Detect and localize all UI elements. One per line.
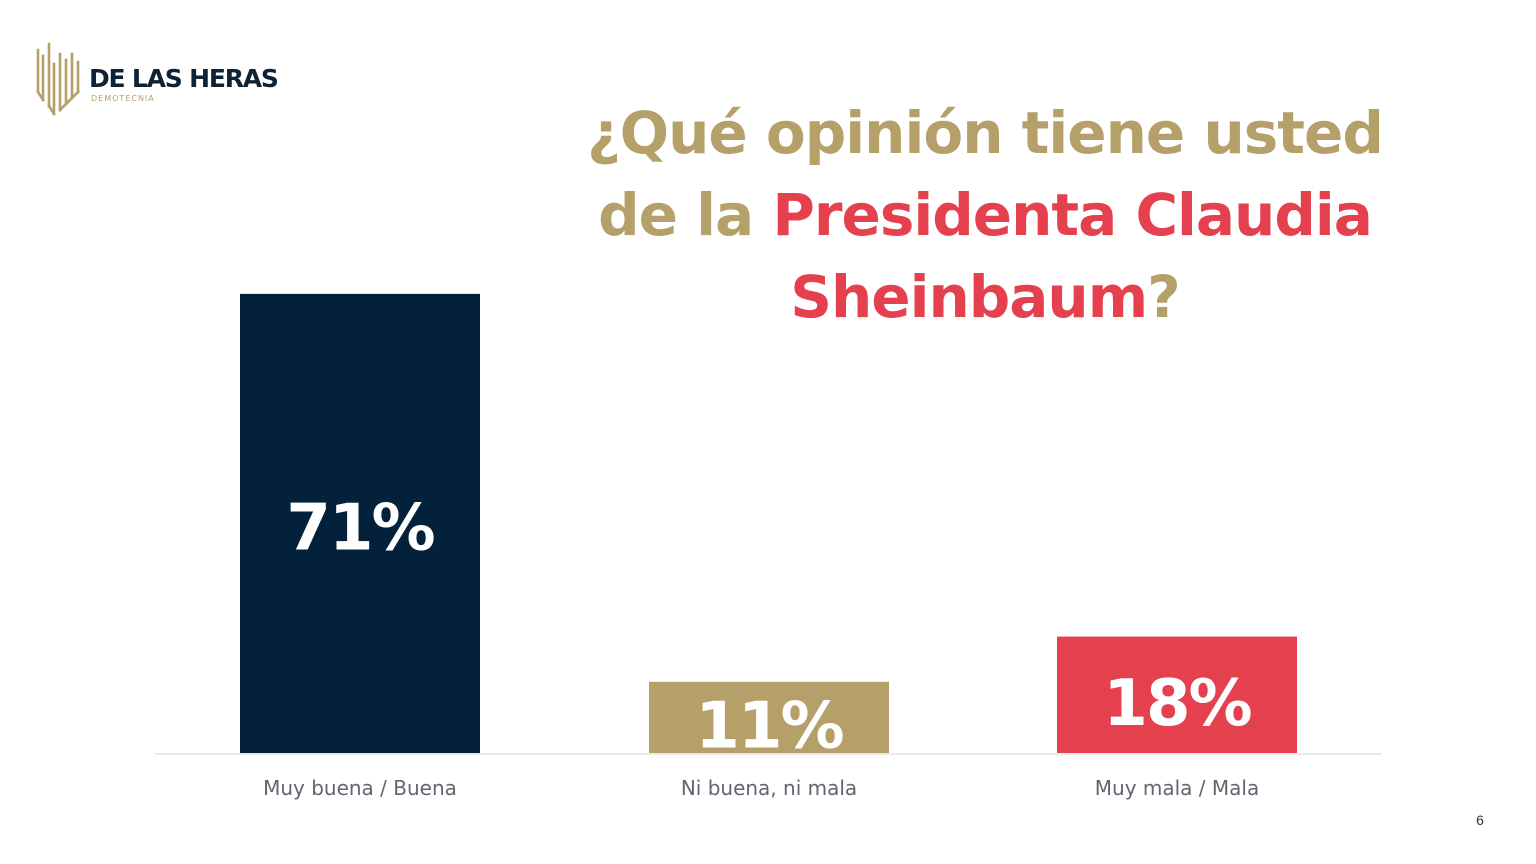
- data-label-ni-buena-ni-mala: 11%: [695, 689, 843, 763]
- title-line-3: Sheinbaum?: [560, 256, 1410, 338]
- bar-ni-buena-ni-mala: [649, 681, 889, 753]
- title-highlight-presidenta: Presidenta Claudia: [772, 181, 1372, 249]
- data-label-muy-mala-mala: 18%: [1103, 667, 1251, 741]
- logo-name: DE LAS HERAS: [89, 64, 279, 93]
- title-line-2-prefix: de la: [598, 181, 773, 249]
- title-highlight-sheinbaum: Sheinbaum: [790, 263, 1148, 331]
- bar-muy-mala-mala: [1057, 636, 1297, 753]
- logo-mark-icon: [36, 42, 80, 116]
- title-line-1: ¿Qué opinión tiene usted: [587, 99, 1384, 167]
- title-line-2: de la Presidenta Claudia: [560, 174, 1410, 256]
- chart-title: ¿Qué opinión tiene usted de la President…: [560, 92, 1410, 338]
- page-number: 6: [1476, 812, 1484, 828]
- logo-subtitle: DEMOTECNIA: [91, 94, 155, 103]
- bar-muy-buena-buena: [240, 293, 480, 753]
- data-label-muy-buena-buena: 71%: [286, 491, 434, 565]
- title-question-mark: ?: [1147, 263, 1181, 331]
- category-label-muy-mala-mala: Muy mala / Mala: [1095, 776, 1259, 800]
- category-label-ni-buena-ni-mala: Ni buena, ni mala: [681, 776, 857, 800]
- logo: DE LAS HERAS DEMOTECNIA: [34, 40, 294, 120]
- category-label-muy-buena-buena: Muy buena / Buena: [263, 776, 457, 800]
